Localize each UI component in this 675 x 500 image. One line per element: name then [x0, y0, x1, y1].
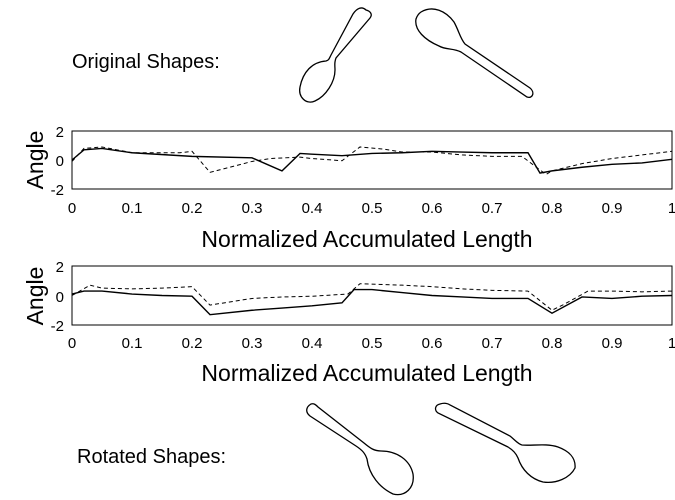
rotated-spoon-1-icon — [306, 403, 414, 496]
chart-1-xtick-label: 0.4 — [302, 335, 323, 352]
rotated-spoon-shapes — [306, 402, 576, 496]
chart-0-xtick-label: 0.1 — [122, 200, 143, 217]
chart-0-xtick-label: 0.5 — [362, 200, 383, 217]
chart-1-xlabel: Normalized Accumulated Length — [201, 360, 532, 386]
chart-0-xtick-label: 0.9 — [602, 200, 623, 217]
chart-1-xtick-label: 0.1 — [122, 335, 143, 352]
chart-1-xticks: 0 0.1 0.2 0.3 0.4 0.5 0.6 0.7 0.8 0.9 1 — [68, 335, 675, 352]
chart-0-xtick-label: 0.3 — [242, 200, 263, 217]
original-spoon-2-icon — [415, 8, 534, 98]
chart-1-series-dashed-line — [71, 283, 673, 311]
chart-1-xtick-label: 0 — [68, 335, 76, 352]
chart-1-xtick-label: 0.2 — [182, 335, 203, 352]
chart-1-xtick-label: 0.7 — [482, 335, 503, 352]
chart-0-series-dashed-line — [71, 146, 673, 176]
chart-1-series — [71, 283, 673, 316]
chart-1-ytick-top: 2 — [56, 259, 64, 276]
chart-1-series-solid-line — [71, 288, 673, 316]
rotated-shapes-label: Rotated Shapes: — [77, 446, 226, 468]
chart-1-ytick-bottom: -2 — [51, 318, 64, 335]
chart-0-series — [71, 146, 673, 176]
chart-1-xtick-label: 0.6 — [422, 335, 443, 352]
chart-0-xtick-label: 0.7 — [482, 200, 503, 217]
rotated-spoon-2-icon — [434, 402, 576, 484]
chart-0-ytick-mid: 0 — [56, 153, 64, 170]
chart-0-ytick-bottom: -2 — [51, 182, 64, 199]
chart-1-xtick-label: 0.9 — [602, 335, 623, 352]
original-spoon-1-icon — [299, 7, 372, 103]
chart-0-xtick-label: 1 — [668, 200, 675, 217]
angle-chart-rotated: Angle 2 0 -2 0 0.1 0.2 0.3 0.4 0.5 0.6 0.7 0.8 0.… — [22, 259, 675, 386]
chart-0-ytick-top: 2 — [56, 124, 64, 141]
chart-0-xtick-label: 0.2 — [182, 200, 203, 217]
chart-0-xticks: 0 0.1 0.2 0.3 0.4 0.5 0.6 0.7 0.8 0.9 1 — [68, 200, 675, 217]
chart-0-xtick-label: 0.4 — [302, 200, 323, 217]
chart-0-xtick-label: 0.6 — [422, 200, 443, 217]
chart-0-plot-frame — [71, 130, 673, 190]
chart-1-xtick-label: 0.5 — [362, 335, 383, 352]
chart-0-xtick-label: 0.8 — [542, 200, 563, 217]
chart-0-xtick-label: 0 — [68, 200, 76, 217]
chart-0-ylabel: Angle — [22, 131, 48, 190]
chart-1-xtick-label: 1 — [668, 335, 675, 352]
original-spoon-shapes — [299, 7, 534, 103]
angle-chart-original: Angle 2 0 -2 0 0.1 0.2 0.3 0.4 0.5 0.6 0.7 0.8 0.… — [22, 124, 675, 252]
chart-0-series-solid-line — [71, 147, 673, 174]
chart-1-ytick-mid: 0 — [56, 289, 64, 306]
original-shapes-label: Original Shapes: — [72, 51, 220, 73]
chart-1-xtick-label: 0.3 — [242, 335, 263, 352]
chart-0-xlabel: Normalized Accumulated Length — [201, 226, 532, 252]
chart-1-plot-frame — [71, 265, 673, 326]
chart-1-ylabel: Angle — [22, 267, 48, 326]
chart-1-xtick-label: 0.8 — [542, 335, 563, 352]
